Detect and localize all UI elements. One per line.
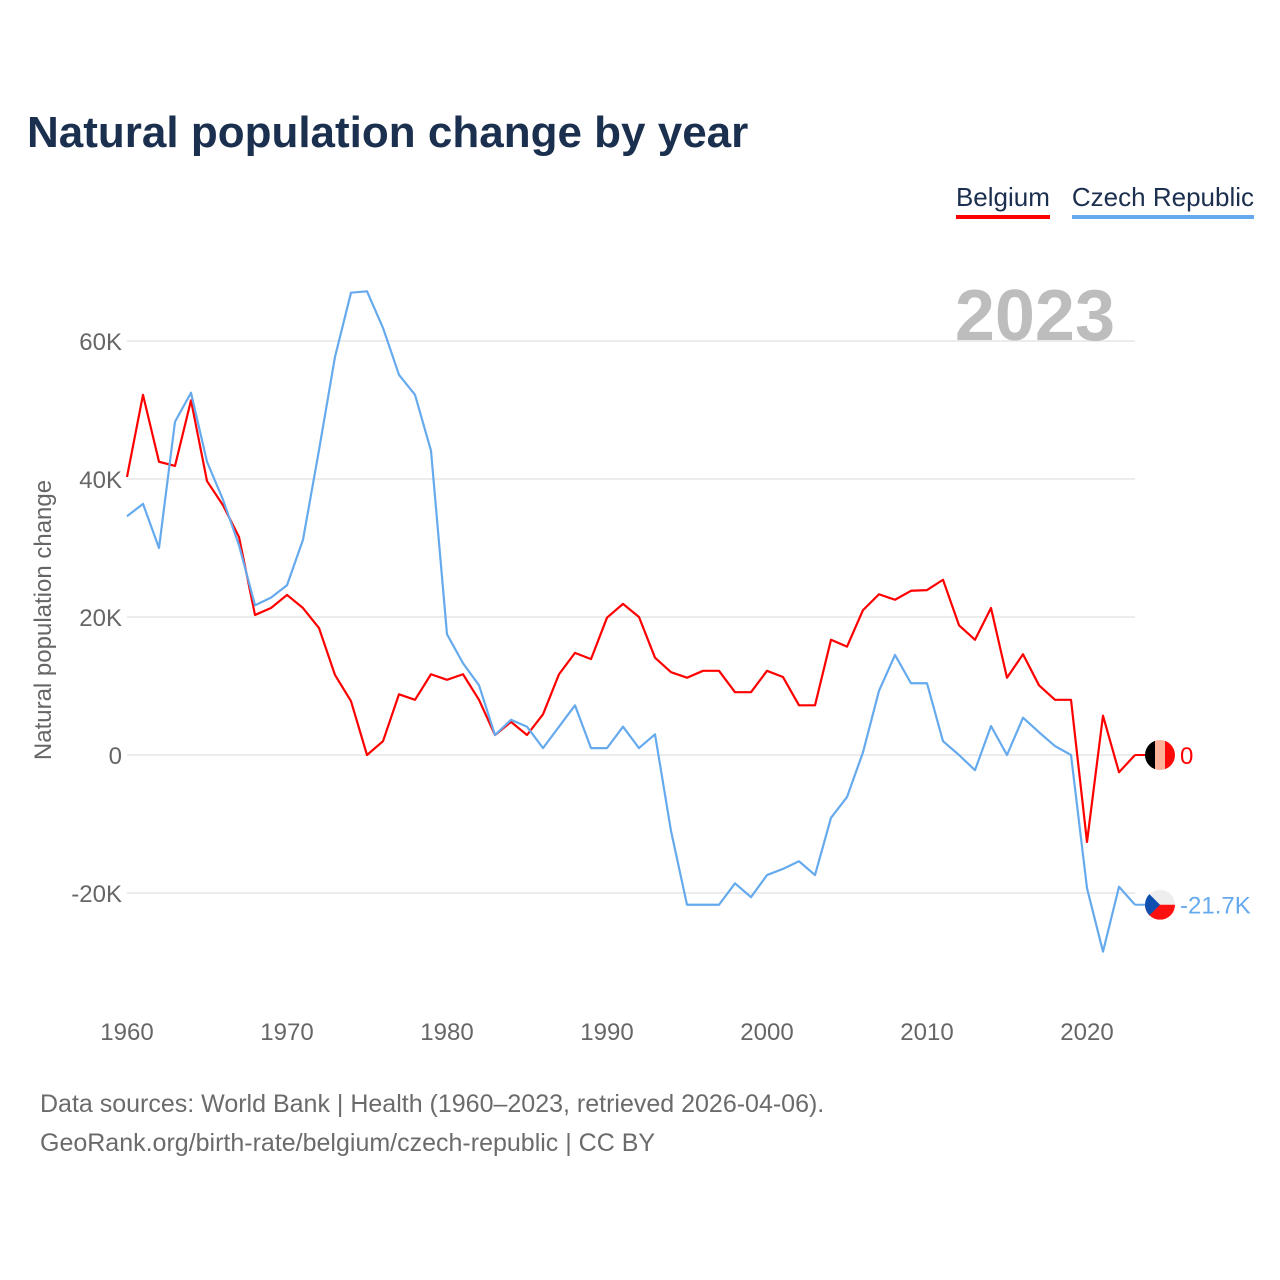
footer-sources: Data sources: World Bank | Health (1960–…	[40, 1090, 825, 1118]
series-line-czech-republic	[126, 290, 1136, 953]
legend-item-czech-republic[interactable]: Czech Republic	[1071, 182, 1254, 219]
x-tick-label: 2010	[900, 1019, 953, 1046]
legend: Belgium Czech Republic	[955, 182, 1254, 219]
belgium-flag-icon	[1145, 740, 1175, 770]
y-tick-label: 40K	[79, 467, 122, 494]
x-tick-label: 1980	[420, 1019, 473, 1046]
chart-title: Natural population change by year	[27, 108, 749, 157]
y-axis-label: Natural population change	[30, 480, 57, 760]
x-tick-label: 2000	[740, 1019, 793, 1046]
x-tick-label: 1990	[580, 1019, 633, 1046]
series-line-belgium	[125, 393, 1136, 844]
y-tick-label: 0	[109, 743, 122, 770]
y-tick-label: 60K	[79, 329, 122, 356]
czech-flag-icon	[1145, 889, 1175, 920]
current-year-label: 2023	[955, 276, 1115, 356]
end-value-label: 0	[1180, 743, 1193, 770]
footer-link[interactable]: GeoRank.org/birth-rate/belgium/czech-rep…	[40, 1129, 656, 1157]
x-tick-label: 1960	[100, 1019, 153, 1046]
legend-item-belgium[interactable]: Belgium	[955, 182, 1050, 219]
y-tick-label: 20K	[79, 605, 122, 632]
x-tick-label: 2020	[1060, 1019, 1113, 1046]
x-tick-label: 1970	[260, 1019, 313, 1046]
footer: Data sources: World Bank | Health (1960–…	[40, 1085, 824, 1163]
end-value-label: -21.7K	[1180, 893, 1251, 920]
y-tick-label: -20K	[71, 881, 122, 908]
